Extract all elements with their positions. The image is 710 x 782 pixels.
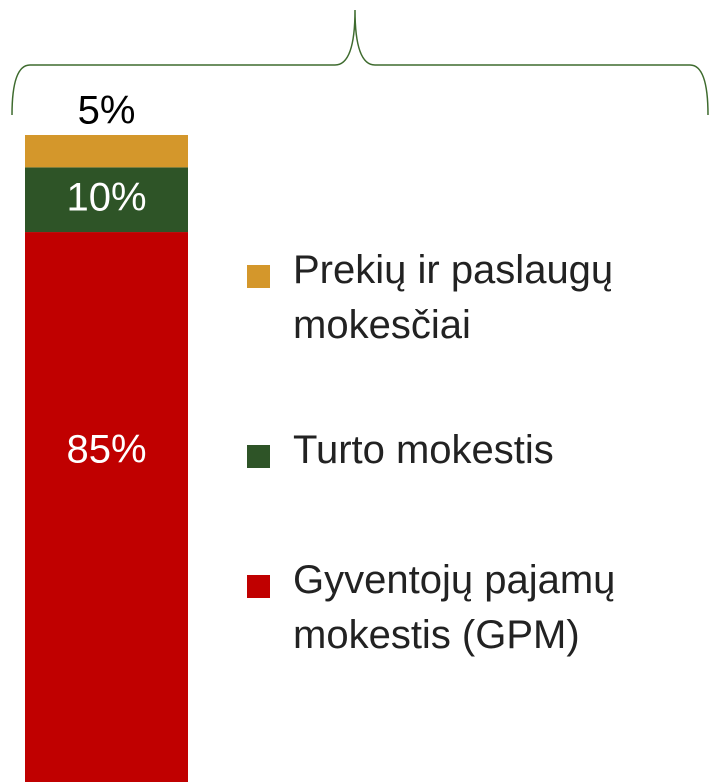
legend-swatch [247,265,270,288]
legend-swatch [247,445,270,468]
brace [11,9,709,116]
legend-label: Gyventojų pajamų mokestis (GPM) [293,558,616,657]
data-label: 5% [78,89,136,133]
bar-segment [25,135,188,168]
bar-segment [25,232,188,782]
legend-label: Prekių ir paslaugų mokesčiai [293,248,614,347]
legend-swatch [247,575,270,598]
data-label: 10% [66,175,146,219]
data-label: 85% [66,428,146,472]
bar-segment [25,167,188,233]
legend-label: Turto mokestis [293,428,554,472]
